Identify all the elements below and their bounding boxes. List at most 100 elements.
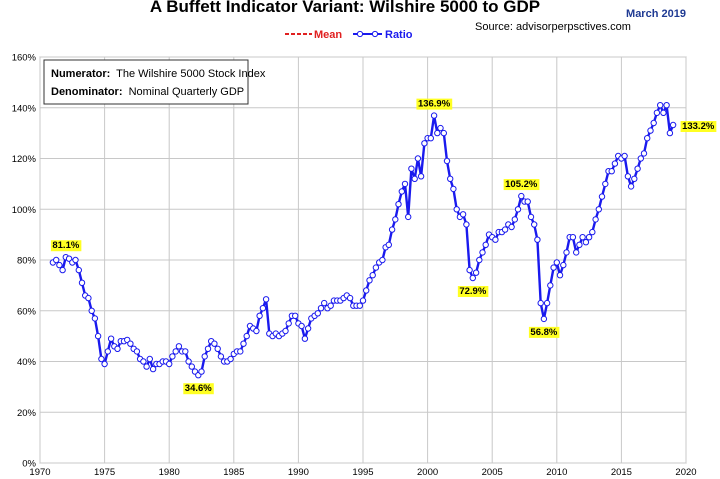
data-point	[104, 348, 112, 355]
data-point	[657, 102, 664, 109]
data-point	[211, 340, 218, 347]
data-point	[608, 168, 615, 175]
data-point	[217, 353, 225, 360]
data-point	[531, 221, 538, 228]
data-point	[417, 173, 425, 180]
data-point	[91, 315, 99, 322]
data-point	[317, 305, 325, 312]
annotation-label: 136.9%	[416, 98, 453, 110]
data-point	[472, 269, 480, 276]
x-tick-label: 2005	[482, 467, 503, 478]
y-tick-label: 160%	[12, 53, 37, 64]
data-point	[573, 249, 580, 256]
data-point	[78, 279, 86, 286]
data-point	[282, 327, 289, 335]
data-point	[459, 211, 467, 218]
data-point	[624, 173, 632, 180]
data-point	[259, 305, 267, 312]
x-tick-label: 2010	[546, 467, 567, 478]
annotation-text: 105.2%	[505, 179, 538, 190]
data-point	[59, 266, 66, 274]
y-tick-label: 60%	[17, 306, 37, 317]
series-layer	[49, 102, 677, 379]
data-point	[540, 315, 548, 323]
annotation-highlight	[680, 121, 717, 133]
data-point	[644, 135, 651, 142]
data-point	[576, 241, 583, 249]
note-denominator-text: Nominal Quarterly GDP	[129, 86, 245, 98]
data-point	[669, 121, 677, 129]
annotation-text: 72.9%	[459, 286, 486, 297]
data-point	[447, 175, 454, 183]
note-numerator-text: The Wilshire 5000 Stock Index	[116, 68, 266, 80]
data-point	[285, 320, 292, 327]
x-tick-label: 1975	[94, 467, 115, 478]
x-tick-label: 1990	[288, 467, 309, 478]
x-tick-label: 2000	[417, 467, 438, 478]
data-point	[204, 345, 212, 352]
chart-title: A Buffett Indicator Variant: Wilshire 50…	[150, 0, 540, 16]
data-point	[637, 155, 644, 162]
data-point	[385, 241, 392, 249]
data-point	[569, 234, 577, 241]
data-point	[56, 261, 63, 269]
annotations: 81.1% 34.6% 136.9% 72.9% 105.2% 56.8% 133.2%	[50, 98, 717, 395]
data-point	[589, 228, 596, 236]
data-point	[527, 213, 535, 221]
data-point	[443, 157, 451, 165]
data-point	[476, 256, 483, 264]
legend: Mean Ratio	[285, 29, 413, 41]
data-point	[379, 256, 386, 264]
data-point	[501, 226, 509, 233]
data-point	[359, 297, 367, 304]
data-point	[237, 348, 244, 355]
data-point	[421, 140, 428, 147]
data-point	[534, 236, 541, 243]
data-point	[363, 287, 370, 294]
data-point	[547, 282, 554, 289]
legend-ratio-marker	[356, 30, 364, 38]
annotation-label: 56.8%	[528, 326, 560, 338]
note-numerator: Numerator: The Wilshire 5000 Stock Index	[51, 68, 266, 80]
legend-ratio-marker	[371, 30, 379, 38]
x-tick-label: 2015	[611, 467, 632, 478]
data-point	[511, 216, 518, 223]
data-point	[508, 223, 515, 231]
data-point	[172, 348, 179, 355]
grid	[39, 56, 687, 464]
annotation-label: 105.2%	[503, 179, 540, 191]
data-point	[650, 119, 657, 127]
data-point	[85, 294, 92, 302]
data-point	[143, 363, 150, 370]
data-point	[304, 325, 312, 332]
data-point	[366, 277, 373, 284]
legend-mean-label: Mean	[314, 29, 342, 41]
data-point	[262, 296, 270, 303]
data-point	[292, 312, 299, 319]
data-point	[427, 135, 434, 142]
data-point	[214, 345, 221, 352]
data-point	[598, 193, 606, 200]
annotation-highlight	[50, 240, 82, 252]
data-point	[411, 175, 418, 183]
data-point	[88, 307, 95, 314]
annotation-text: 133.2%	[682, 121, 715, 132]
y-tick-label: 80%	[17, 256, 37, 267]
data-point	[256, 312, 263, 319]
data-point	[114, 345, 121, 352]
data-point	[149, 365, 157, 373]
data-point	[440, 129, 447, 137]
annotation-text: 81.1%	[52, 240, 79, 251]
data-point	[356, 302, 363, 309]
x-tick-label: 1980	[159, 467, 180, 478]
annotation-text: 34.6%	[185, 383, 212, 394]
data-point	[514, 206, 522, 213]
data-point	[166, 360, 173, 368]
data-point	[398, 188, 405, 195]
data-point	[492, 236, 499, 243]
note-box-frame	[43, 59, 249, 105]
annotation-label: 81.1%	[50, 240, 82, 252]
axes: 0% 20% 40% 60% 80% 100% 120% 140% 160% 1970 1975 19…	[12, 53, 697, 479]
